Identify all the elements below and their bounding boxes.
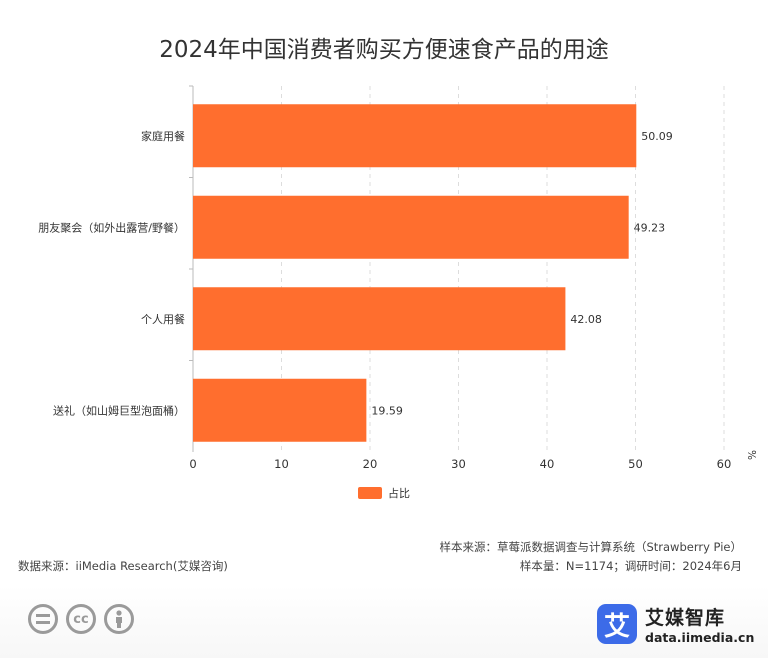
x-tick-label: 50	[628, 457, 643, 471]
brand-mark: 艾	[597, 604, 637, 644]
cc-icon: cc	[66, 604, 96, 634]
person-icon	[104, 604, 134, 634]
brand-logo: 艾 艾媒智库 data.iimedia.cn	[597, 603, 754, 645]
legend-swatch	[358, 487, 382, 499]
x-tick-label: 0	[189, 457, 196, 471]
equals-icon	[28, 604, 58, 634]
bar	[193, 195, 629, 259]
category-label: 送礼（如山姆巨型泡面桶）	[53, 403, 185, 417]
bar-value-label: 42.08	[570, 313, 602, 326]
legend[interactable]: 占比	[358, 485, 410, 501]
unit-label: %	[745, 450, 757, 460]
bar-value-label: 50.09	[641, 130, 673, 143]
category-label: 家庭用餐	[141, 129, 185, 143]
x-tick-label: 60	[717, 457, 732, 471]
bar-value-label: 19.59	[371, 404, 403, 417]
sample-info: 样本量：N=1174；调研时间：2024年6月	[519, 559, 742, 573]
bar	[193, 378, 367, 442]
x-tick-label: 30	[451, 457, 466, 471]
data-source: 数据来源：iiMedia Research(艾媒咨询)	[18, 559, 228, 573]
x-tick-label: 10	[274, 457, 289, 471]
category-label: 个人用餐	[141, 312, 185, 326]
brand-url: data.iimedia.cn	[645, 630, 755, 645]
legend-label: 占比	[388, 487, 410, 500]
x-tick-label: 20	[363, 457, 378, 471]
bar	[193, 287, 566, 351]
license-icons: cc	[28, 604, 134, 634]
sample-source: 样本来源：草莓派数据调查与计算系统（Strawberry Pie）	[439, 540, 742, 554]
bar-value-label: 49.23	[634, 221, 666, 234]
category-label: 朋友聚会（如外出露营/野餐）	[38, 220, 185, 234]
x-tick-label: 40	[540, 457, 555, 471]
brand-name: 艾媒智库	[645, 607, 726, 629]
chart-title: 2024年中国消费者购买方便速食产品的用途	[159, 37, 609, 63]
bar	[193, 104, 637, 168]
bar-chart: 50.09 家庭用餐 49.23 朋友聚会（如外出露营/野餐） 42.08 个人用餐 19.…	[38, 85, 757, 471]
